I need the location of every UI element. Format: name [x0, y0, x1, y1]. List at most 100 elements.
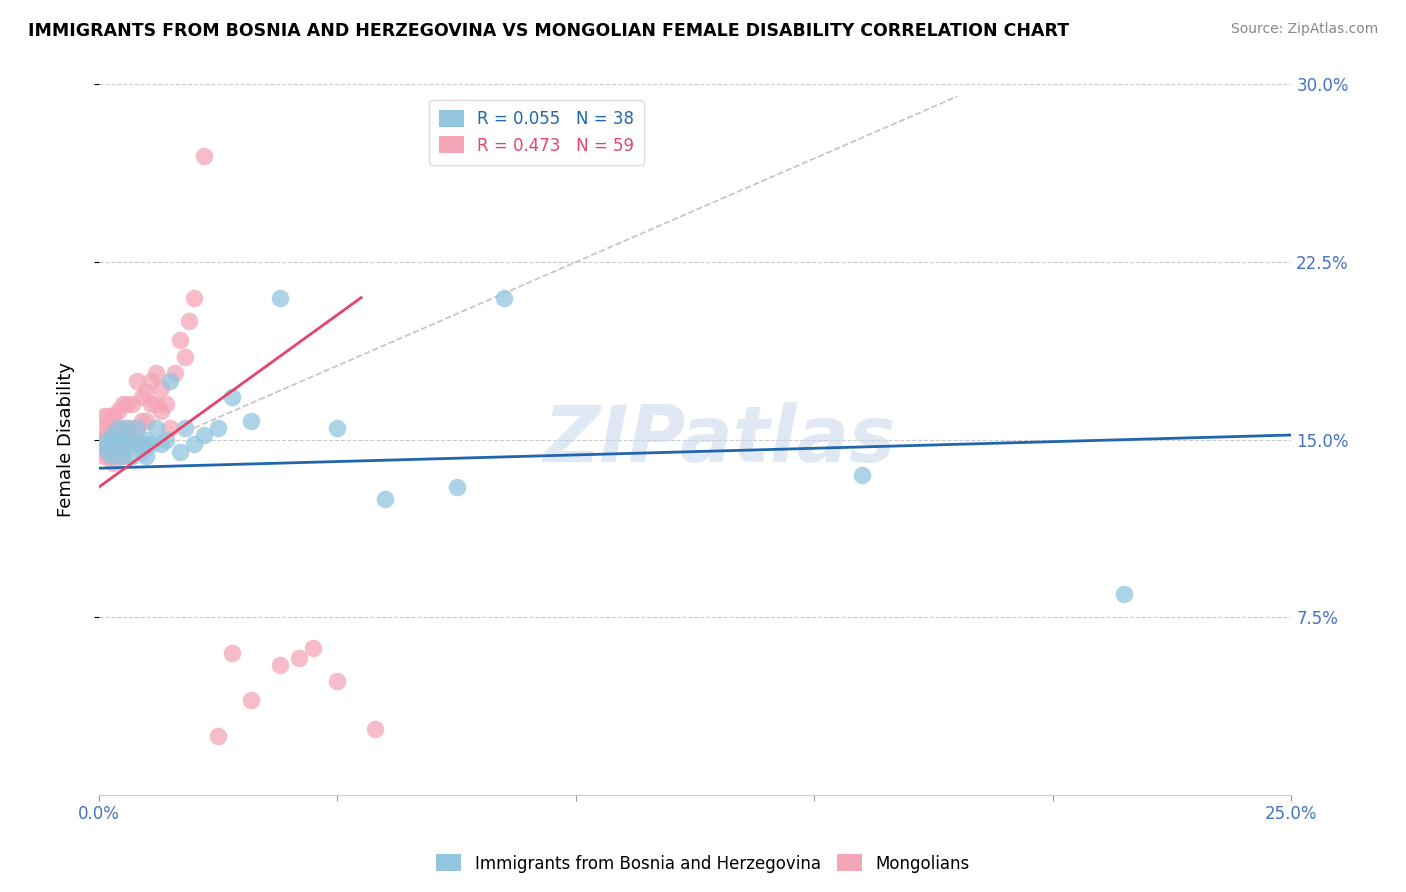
Point: [326, 421, 349, 435]
Point: [97, 421, 120, 435]
Point: [446, 480, 468, 494]
Point: [165, 367, 187, 381]
Point: [107, 421, 129, 435]
Point: [97, 444, 120, 458]
Point: [1114, 587, 1136, 601]
Point: [135, 433, 157, 447]
Point: [302, 641, 325, 656]
Point: [94, 437, 117, 451]
Point: [149, 437, 172, 451]
Point: [117, 397, 139, 411]
Point: [93, 437, 115, 451]
Point: [169, 444, 191, 458]
Point: [121, 433, 143, 447]
Point: [131, 437, 153, 451]
Point: [374, 491, 396, 506]
Point: [221, 646, 243, 660]
Point: [149, 404, 172, 418]
Point: [107, 437, 129, 451]
Point: [183, 291, 205, 305]
Point: [135, 385, 157, 400]
Point: [135, 450, 157, 464]
Point: [121, 421, 143, 435]
Point: [101, 437, 124, 451]
Point: [131, 414, 153, 428]
Point: [101, 409, 124, 423]
Point: [145, 367, 167, 381]
Point: [111, 450, 134, 464]
Point: [240, 414, 263, 428]
Point: [131, 390, 153, 404]
Point: [141, 437, 163, 451]
Point: [141, 397, 163, 411]
Point: [107, 421, 129, 435]
Point: [101, 444, 124, 458]
Y-axis label: Female Disability: Female Disability: [58, 362, 75, 517]
Point: [97, 433, 120, 447]
Point: [111, 421, 134, 435]
Point: [145, 397, 167, 411]
Point: [159, 421, 181, 435]
Point: [101, 457, 124, 471]
Point: [179, 314, 201, 328]
Point: [221, 390, 243, 404]
Point: [107, 450, 129, 464]
Point: [141, 374, 163, 388]
Point: [193, 428, 215, 442]
Point: [93, 421, 115, 435]
Point: [117, 421, 139, 435]
Point: [169, 333, 191, 347]
Text: IMMIGRANTS FROM BOSNIA AND HERZEGOVINA VS MONGOLIAN FEMALE DISABILITY CORRELATIO: IMMIGRANTS FROM BOSNIA AND HERZEGOVINA V…: [28, 22, 1069, 40]
Point: [173, 350, 195, 364]
Point: [207, 729, 229, 743]
Point: [135, 414, 157, 428]
Point: [101, 421, 124, 435]
Point: [107, 437, 129, 451]
Point: [97, 450, 120, 464]
Point: [364, 722, 387, 736]
Point: [159, 374, 181, 388]
Point: [93, 450, 115, 464]
Point: [269, 291, 291, 305]
Point: [131, 437, 153, 451]
Legend: Immigrants from Bosnia and Herzegovina, Mongolians: Immigrants from Bosnia and Herzegovina, …: [430, 847, 976, 880]
Point: [269, 657, 291, 672]
Point: [155, 433, 177, 447]
Point: [326, 674, 349, 689]
Point: [183, 437, 205, 451]
Point: [93, 437, 115, 451]
Point: [125, 374, 148, 388]
Point: [240, 693, 263, 707]
Point: [121, 397, 143, 411]
Point: [111, 433, 134, 447]
Point: [173, 421, 195, 435]
Point: [145, 421, 167, 435]
Point: [117, 437, 139, 451]
Point: [97, 409, 120, 423]
Point: [97, 437, 120, 451]
Point: [155, 397, 177, 411]
Point: [101, 450, 124, 464]
Legend: R = 0.055   N = 38, R = 0.473   N = 59: R = 0.055 N = 38, R = 0.473 N = 59: [429, 100, 644, 164]
Text: ZIPatlas: ZIPatlas: [543, 401, 896, 478]
Point: [117, 421, 139, 435]
Point: [107, 404, 129, 418]
Point: [125, 421, 148, 435]
Point: [121, 450, 143, 464]
Point: [111, 437, 134, 451]
Point: [111, 397, 134, 411]
Point: [193, 148, 215, 162]
Point: [851, 468, 873, 483]
Text: Source: ZipAtlas.com: Source: ZipAtlas.com: [1230, 22, 1378, 37]
Point: [117, 437, 139, 451]
Point: [125, 437, 148, 451]
Point: [149, 381, 172, 395]
Point: [90, 433, 112, 447]
Point: [131, 444, 153, 458]
Point: [89, 437, 111, 451]
Point: [93, 409, 115, 423]
Point: [125, 421, 148, 435]
Point: [111, 450, 134, 464]
Point: [207, 421, 229, 435]
Point: [121, 437, 143, 451]
